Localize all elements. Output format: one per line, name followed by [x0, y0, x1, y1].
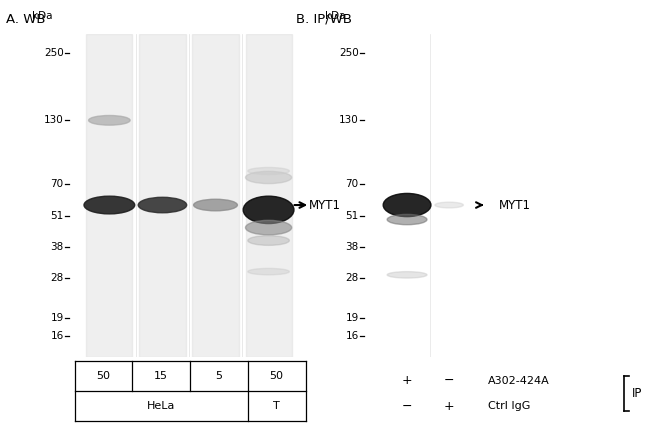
Text: 38: 38 [51, 242, 64, 252]
Text: 50: 50 [270, 371, 283, 381]
Ellipse shape [435, 202, 463, 208]
Text: 130: 130 [44, 115, 64, 125]
Ellipse shape [243, 196, 294, 224]
Text: HeLa: HeLa [147, 401, 176, 412]
Bar [86, 34, 133, 357]
Ellipse shape [246, 171, 292, 184]
Text: 16: 16 [51, 331, 64, 341]
Text: A. WB: A. WB [6, 13, 46, 26]
Text: 51: 51 [345, 212, 359, 221]
Text: 16: 16 [345, 331, 359, 341]
Text: MYT1: MYT1 [309, 199, 341, 212]
Text: Ctrl IgG: Ctrl IgG [488, 401, 530, 412]
Text: kDa: kDa [32, 12, 53, 22]
Text: 38: 38 [345, 242, 359, 252]
Ellipse shape [387, 215, 427, 225]
Text: +: + [402, 374, 412, 387]
Bar [139, 34, 185, 357]
Text: T: T [273, 401, 280, 412]
Text: 51: 51 [51, 212, 64, 221]
Ellipse shape [138, 197, 187, 213]
Text: 50: 50 [97, 371, 110, 381]
Text: 15: 15 [154, 371, 168, 381]
Text: B. IP/WB: B. IP/WB [296, 13, 352, 26]
Text: A302-424A: A302-424A [488, 375, 549, 386]
Ellipse shape [383, 194, 431, 217]
Ellipse shape [248, 236, 289, 246]
Ellipse shape [88, 116, 130, 125]
Ellipse shape [246, 220, 292, 235]
Text: 19: 19 [51, 313, 64, 323]
Ellipse shape [387, 272, 427, 278]
Text: +: + [444, 400, 454, 413]
Bar [192, 34, 239, 357]
Text: kDa: kDa [325, 12, 345, 22]
Text: 70: 70 [346, 179, 359, 189]
Ellipse shape [194, 199, 237, 211]
Text: 28: 28 [51, 273, 64, 283]
Text: MYT1: MYT1 [499, 199, 531, 212]
Ellipse shape [248, 167, 289, 175]
Ellipse shape [248, 268, 289, 275]
Text: 70: 70 [51, 179, 64, 189]
Text: 28: 28 [345, 273, 359, 283]
Text: 250: 250 [44, 48, 64, 58]
Bar [246, 34, 292, 357]
Text: −: − [444, 374, 454, 387]
Text: 130: 130 [339, 115, 359, 125]
Text: IP: IP [632, 387, 642, 400]
Text: 19: 19 [345, 313, 359, 323]
Ellipse shape [84, 196, 135, 214]
Text: −: − [402, 400, 412, 413]
Text: 5: 5 [215, 371, 222, 381]
Text: 250: 250 [339, 48, 359, 58]
